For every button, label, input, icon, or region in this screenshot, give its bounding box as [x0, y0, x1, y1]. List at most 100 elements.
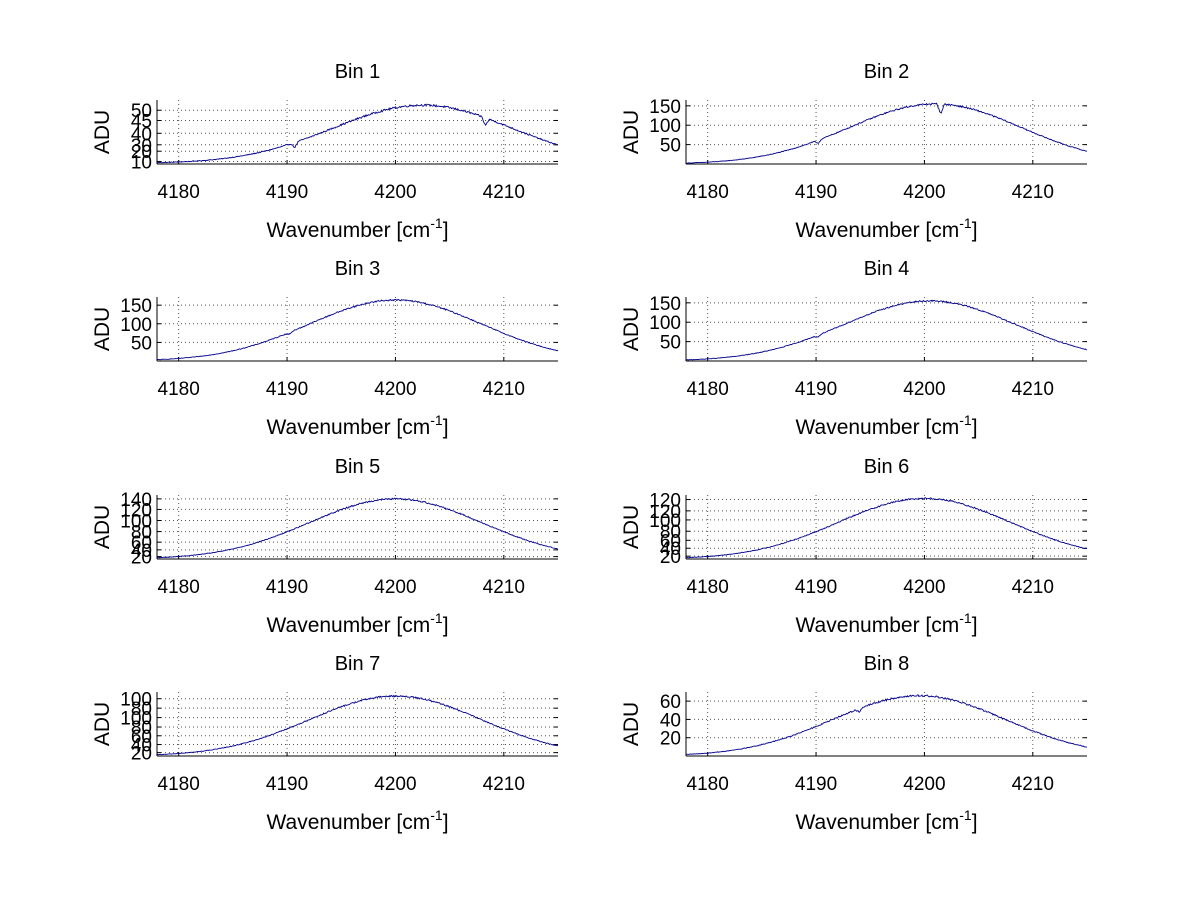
y-tick-label: 150	[649, 294, 681, 315]
y-axis-label: ADU	[91, 307, 114, 351]
y-tick-label: 80	[660, 522, 681, 543]
x-tick-label: 4210	[483, 774, 525, 795]
y-axis-label: ADU	[620, 110, 643, 154]
y-tick-label: 40	[660, 710, 681, 731]
y-tick-label: 140	[120, 490, 152, 511]
x-axis-label: Wavenumber [cm-1]	[266, 412, 448, 439]
x-axis-label-end: ]	[443, 219, 449, 242]
x-tick-label: 4190	[266, 577, 308, 598]
y-tick-label: 80	[131, 718, 152, 739]
y-tick-label: 20	[131, 142, 152, 163]
y-tick-label: 120	[649, 491, 681, 512]
x-axis-label: Wavenumber [cm-1]	[795, 215, 977, 242]
x-axis-label: Wavenumber [cm-1]	[795, 610, 977, 637]
x-tick-label: 4210	[1012, 182, 1054, 203]
x-tick-label: 4180	[158, 577, 200, 598]
y-axis-label: ADU	[620, 702, 643, 746]
y-tick-label: 120	[649, 502, 681, 523]
y-axis-label: ADU	[620, 307, 643, 351]
subplot-title: Bin 4	[864, 258, 910, 280]
y-tick-label: 40	[131, 124, 152, 145]
y-tick-label: 20	[131, 548, 152, 569]
y-tick-label: 20	[131, 744, 152, 765]
x-axis-label-end: ]	[972, 219, 978, 242]
y-axis-label: ADU	[91, 110, 114, 154]
spectrum-line	[685, 102, 1088, 164]
y-tick-label: 60	[131, 727, 152, 748]
x-tick-label: 4190	[266, 774, 308, 795]
y-tick-label: 120	[120, 500, 152, 521]
x-tick-label: 4200	[903, 379, 945, 400]
x-tick-label: 4190	[795, 577, 837, 598]
x-tick-label: 4200	[903, 774, 945, 795]
x-tick-label: 4200	[374, 774, 416, 795]
y-tick-label: 150	[649, 97, 681, 118]
x-axis-label-main: Wavenumber [cm	[795, 219, 959, 242]
y-tick-label: 40	[660, 539, 681, 560]
y-tick-label: 100	[120, 709, 152, 730]
x-axis-label-superscript: -1	[959, 610, 972, 626]
x-tick-label: 4210	[1012, 379, 1054, 400]
y-axis-label: ADU	[91, 505, 114, 549]
x-tick-label: 4180	[158, 182, 200, 203]
x-tick-label: 4190	[795, 182, 837, 203]
y-tick-label: 100	[649, 313, 681, 334]
y-tick-label: 100	[120, 315, 152, 336]
y-tick-label: 20	[660, 547, 681, 568]
x-tick-label: 4210	[1012, 577, 1054, 598]
y-tick-label: 150	[120, 296, 152, 317]
x-tick-label: 4190	[266, 379, 308, 400]
y-tick-label: 60	[660, 692, 681, 713]
subplot-title: Bin 3	[335, 258, 381, 280]
x-tick-label: 4210	[483, 182, 525, 203]
y-tick-label: 45	[131, 111, 152, 132]
x-tick-label: 4180	[687, 774, 729, 795]
spectrum-line	[156, 103, 559, 164]
y-tick-label: 40	[131, 541, 152, 562]
x-axis-label-end: ]	[972, 614, 978, 637]
subplot-title: Bin 8	[864, 653, 910, 675]
x-axis-label-superscript: -1	[430, 610, 443, 626]
x-tick-label: 4180	[158, 379, 200, 400]
y-tick-label: 50	[131, 101, 152, 122]
x-tick-label: 4210	[483, 577, 525, 598]
x-axis-label-superscript: -1	[959, 215, 972, 231]
x-tick-label: 4200	[903, 182, 945, 203]
x-axis-label-end: ]	[972, 416, 978, 439]
y-tick-label: 60	[660, 531, 681, 552]
y-tick-label: 100	[649, 511, 681, 532]
x-axis-label: Wavenumber [cm-1]	[266, 807, 448, 834]
spectrum-line	[685, 694, 1088, 755]
spectrum-line	[156, 497, 559, 559]
subplot-title: Bin 2	[864, 61, 910, 83]
x-axis-label: Wavenumber [cm-1]	[266, 610, 448, 637]
y-tick-label: 20	[660, 729, 681, 750]
y-tick-label: 80	[131, 699, 152, 720]
x-tick-label: 4190	[795, 774, 837, 795]
x-tick-label: 4180	[687, 182, 729, 203]
x-axis-label-superscript: -1	[959, 807, 972, 823]
x-axis-label-end: ]	[443, 416, 449, 439]
x-tick-label: 4210	[483, 379, 525, 400]
x-axis-label-main: Wavenumber [cm	[266, 614, 430, 637]
y-tick-label: 80	[131, 523, 152, 544]
x-axis-label-main: Wavenumber [cm	[266, 416, 430, 439]
spectrum-line	[685, 497, 1088, 559]
x-tick-label: 4210	[1012, 774, 1054, 795]
y-tick-label: 50	[131, 333, 152, 354]
x-axis-label-superscript: -1	[430, 807, 443, 823]
y-tick-label: 100	[120, 512, 152, 533]
x-tick-label: 4190	[795, 379, 837, 400]
x-tick-label: 4200	[374, 577, 416, 598]
y-tick-label: 10	[131, 152, 152, 173]
x-axis-label-main: Wavenumber [cm	[266, 219, 430, 242]
y-tick-label: 100	[649, 116, 681, 137]
